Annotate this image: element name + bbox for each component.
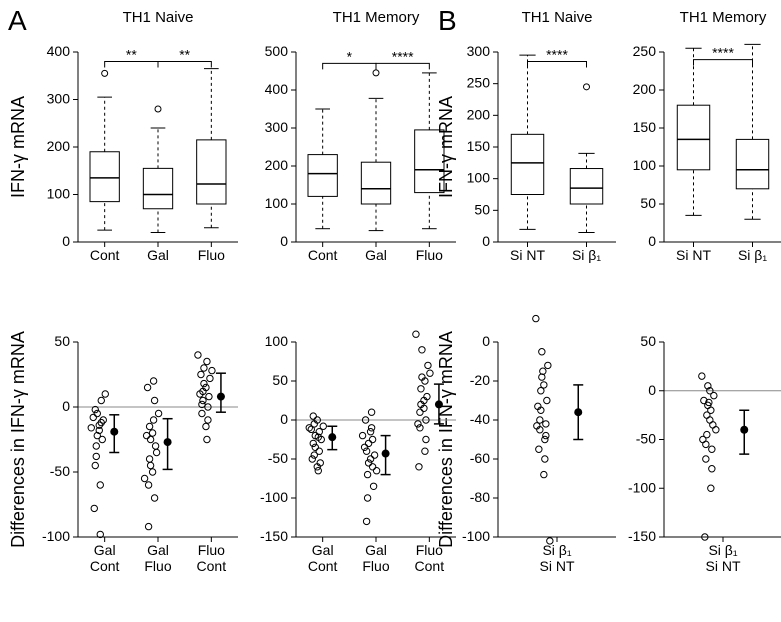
svg-text:A: A: [8, 5, 27, 36]
svg-text:Fluo: Fluo: [198, 542, 225, 558]
svg-text:300: 300: [47, 91, 71, 107]
svg-text:Fluo: Fluo: [362, 558, 389, 574]
svg-text:400: 400: [265, 81, 289, 97]
svg-text:Cont: Cont: [308, 558, 338, 574]
svg-text:TH1 Naive: TH1 Naive: [522, 9, 593, 26]
svg-text:Fluo: Fluo: [198, 247, 225, 263]
svg-text:-50: -50: [50, 463, 70, 479]
svg-text:100: 100: [467, 170, 491, 186]
svg-text:**: **: [179, 47, 190, 63]
svg-text:TH1 Naive: TH1 Naive: [123, 9, 194, 26]
svg-text:Gal: Gal: [147, 247, 169, 263]
svg-text:Si NT: Si NT: [676, 247, 711, 263]
svg-text:*: *: [347, 48, 353, 64]
svg-text:400: 400: [47, 43, 71, 59]
svg-text:-100: -100: [628, 479, 656, 495]
svg-text:150: 150: [467, 138, 491, 154]
svg-text:0: 0: [280, 411, 288, 427]
svg-text:Cont: Cont: [415, 558, 445, 574]
svg-text:Gal: Gal: [365, 247, 387, 263]
svg-text:500: 500: [265, 43, 289, 59]
svg-text:-150: -150: [260, 528, 288, 544]
svg-text:Si NT: Si NT: [706, 558, 741, 574]
svg-text:Si NT: Si NT: [540, 558, 575, 574]
svg-text:Gal: Gal: [147, 542, 169, 558]
svg-text:0: 0: [648, 382, 656, 398]
svg-text:50: 50: [474, 201, 490, 217]
svg-text:Si β₁: Si β₁: [572, 247, 601, 263]
svg-text:Differences in IFN-γ mRNA: Differences in IFN-γ mRNA: [8, 331, 28, 548]
svg-text:50: 50: [54, 333, 70, 349]
svg-text:-100: -100: [260, 489, 288, 505]
svg-text:150: 150: [633, 119, 657, 135]
svg-text:0: 0: [280, 233, 288, 249]
svg-text:Gal: Gal: [312, 542, 334, 558]
svg-text:200: 200: [467, 106, 491, 122]
svg-text:Si β₁: Si β₁: [708, 542, 737, 558]
svg-text:IFN-γ mRNA: IFN-γ mRNA: [8, 96, 28, 198]
svg-text:100: 100: [633, 157, 657, 173]
svg-text:Si NT: Si NT: [510, 247, 545, 263]
svg-text:Differences in IFN-γ mRNA: Differences in IFN-γ mRNA: [436, 331, 456, 548]
svg-text:-60: -60: [470, 450, 490, 466]
svg-text:100: 100: [47, 186, 71, 202]
svg-text:TH1 Memory: TH1 Memory: [680, 9, 767, 26]
svg-text:****: ****: [392, 48, 414, 64]
svg-text:50: 50: [640, 195, 656, 211]
svg-text:****: ****: [712, 45, 734, 61]
svg-text:Gal: Gal: [94, 542, 116, 558]
svg-text:0: 0: [62, 233, 70, 249]
svg-text:Si β₁: Si β₁: [738, 247, 767, 263]
svg-text:-80: -80: [470, 489, 490, 505]
svg-text:-100: -100: [462, 528, 490, 544]
svg-text:50: 50: [640, 333, 656, 349]
svg-text:Cont: Cont: [90, 558, 120, 574]
svg-text:200: 200: [47, 138, 71, 154]
svg-text:0: 0: [648, 233, 656, 249]
svg-text:Cont: Cont: [308, 247, 338, 263]
svg-text:-150: -150: [628, 528, 656, 544]
svg-text:Si β₁: Si β₁: [542, 542, 571, 558]
svg-text:0: 0: [482, 233, 490, 249]
svg-text:Gal: Gal: [365, 542, 387, 558]
svg-text:IFN-γ mRNA: IFN-γ mRNA: [436, 96, 456, 198]
figure-svg: A B IFN-γ mRNA Differences in IFN-γ mRNA IFN…: [0, 0, 781, 622]
svg-text:200: 200: [633, 81, 657, 97]
svg-text:Cont: Cont: [90, 247, 120, 263]
svg-text:100: 100: [265, 195, 289, 211]
svg-text:-50: -50: [268, 450, 288, 466]
svg-text:Fluo: Fluo: [416, 542, 443, 558]
svg-text:-40: -40: [470, 411, 490, 427]
svg-text:TH1 Memory: TH1 Memory: [333, 9, 420, 26]
svg-text:0: 0: [62, 398, 70, 414]
svg-text:**: **: [126, 47, 137, 63]
svg-text:Fluo: Fluo: [144, 558, 171, 574]
svg-text:-20: -20: [470, 372, 490, 388]
svg-text:-50: -50: [636, 431, 656, 447]
svg-text:300: 300: [265, 119, 289, 135]
svg-text:0: 0: [482, 333, 490, 349]
svg-text:300: 300: [467, 43, 491, 59]
svg-text:-100: -100: [42, 528, 70, 544]
svg-text:Cont: Cont: [197, 558, 227, 574]
svg-text:250: 250: [633, 43, 657, 59]
svg-text:200: 200: [265, 157, 289, 173]
svg-text:Fluo: Fluo: [416, 247, 443, 263]
svg-text:****: ****: [546, 47, 568, 63]
svg-text:B: B: [438, 5, 457, 36]
svg-text:250: 250: [467, 75, 491, 91]
svg-text:50: 50: [272, 372, 288, 388]
svg-text:100: 100: [265, 333, 289, 349]
